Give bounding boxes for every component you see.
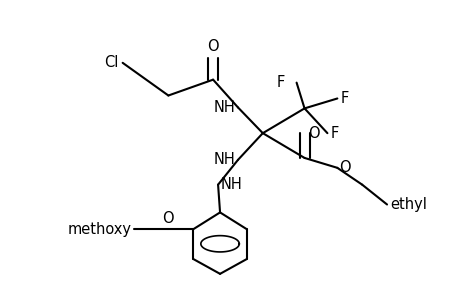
Text: O: O (308, 126, 319, 141)
Text: O: O (207, 39, 218, 54)
Text: F: F (276, 75, 285, 90)
Text: F: F (330, 126, 339, 141)
Text: Cl: Cl (104, 55, 119, 70)
Text: F: F (340, 91, 348, 106)
Text: NH: NH (213, 100, 235, 115)
Text: O: O (338, 160, 350, 175)
Text: methoxy: methoxy (67, 222, 131, 237)
Text: ethyl: ethyl (390, 197, 427, 212)
Text: NH: NH (220, 177, 241, 192)
Text: NH: NH (213, 152, 235, 167)
Text: O: O (162, 211, 174, 226)
